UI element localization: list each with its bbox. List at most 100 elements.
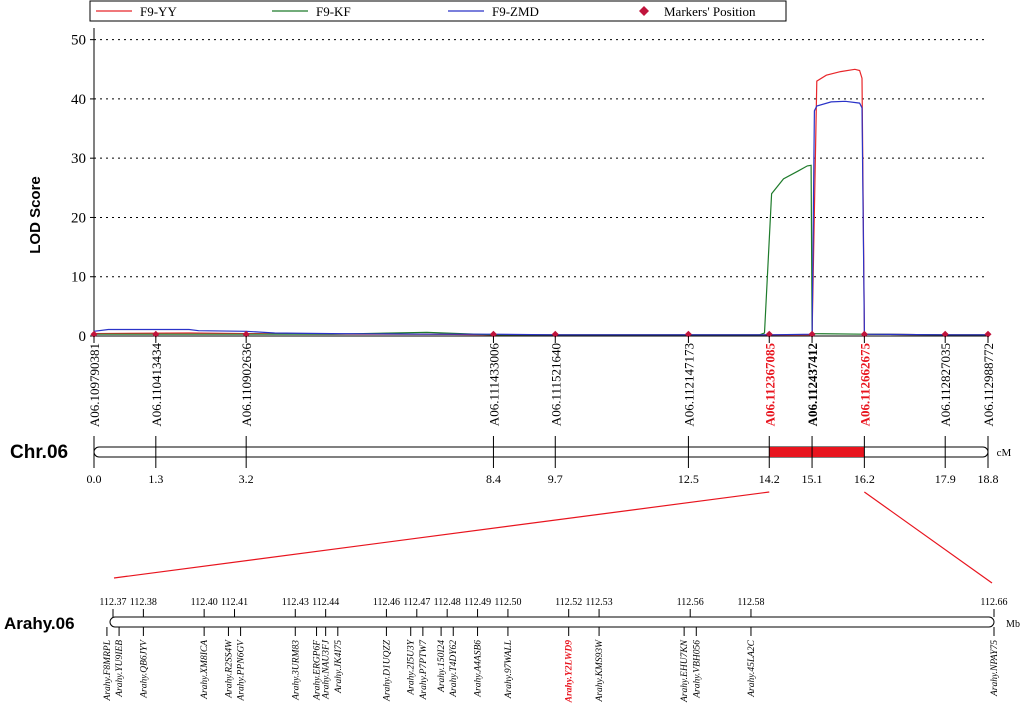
marker-diamond: [242, 330, 250, 338]
gene-label: Arahy.2I5U3Y: [407, 638, 417, 695]
genetic-map: A06.109790381 A06.110413434 A06.110902636 A…: [10, 343, 1012, 486]
chromosome-tick-label: 12.5: [678, 472, 699, 486]
marker-name: A06.111433006: [486, 343, 501, 427]
zoom-lines: [113, 491, 993, 584]
marker-name: A06.111521640: [548, 343, 563, 426]
mb-tick-label: 112.52: [555, 597, 582, 608]
gene-label: Arahy.JK4I75: [334, 640, 344, 694]
gene-label: Arahy.Y2LWD9: [565, 640, 575, 704]
marker-name: A06.112147173: [681, 343, 696, 427]
chromosome-name: Chr.06: [10, 442, 68, 463]
y-tick-label: 0: [79, 329, 87, 345]
gene-label: Arahy.VBH056: [692, 640, 702, 699]
mb-tick-label: 112.40: [191, 597, 218, 608]
y-tick-label: 30: [71, 151, 86, 167]
legend: F9-YY F9-KF F9-ZMD Markers' Position: [89, 0, 787, 22]
legend-box: [89, 0, 787, 22]
marker-name: A06.110902636: [239, 343, 254, 427]
legend-label-3: F9-ZMD: [492, 4, 539, 19]
mb-tick-label: 112.58: [737, 597, 764, 608]
marker-diamond: [860, 330, 868, 338]
zoom-line-left: [113, 491, 770, 579]
mb-tick-label: 112.37: [99, 597, 126, 608]
chromosome-tick-label: 18.8: [978, 472, 999, 486]
gene-label: Arahy.NPAY75: [990, 640, 1000, 697]
gene-label: Arahy.KMS93W: [595, 639, 605, 703]
gene-label: Arahy.150I24: [437, 640, 447, 693]
chromosome-tick-label: 14.2: [759, 472, 780, 486]
marker-diamond: [684, 330, 692, 338]
y-tick-label: 10: [71, 270, 86, 286]
lod-plot: 0 10 20 30 40 50 LOD Score: [27, 28, 992, 345]
chromosome-tick-label: 15.1: [802, 472, 823, 486]
series-line-1: [93, 68, 988, 336]
legend-label-4: Markers' Position: [664, 4, 756, 19]
legend-diamond-swatch: [639, 6, 649, 16]
gene-label: Arahy.NAU3FJ: [322, 639, 332, 700]
gene-label: Arahy.F8MRPL: [103, 640, 113, 701]
chromosome-tick-label: 3.2: [239, 472, 254, 486]
marker-name: A06.110413434: [149, 343, 164, 427]
gene-label: Arahy.YU9IEB: [115, 640, 125, 698]
gene-label: Arahy.45LA2C: [747, 639, 757, 697]
chromosome-tick-label: 1.3: [148, 472, 163, 486]
gene-label: Arahy.D1UQZZ: [382, 639, 392, 702]
gene-label: Arahy.T4DY62: [449, 640, 459, 698]
y-tick-label: 50: [71, 33, 86, 49]
mb-tick-label: 112.41: [221, 597, 248, 608]
gene-label: Arahy.A4ASB6: [474, 640, 484, 698]
chromosome-tick-label: 17.9: [935, 472, 956, 486]
marker-diamond: [765, 330, 773, 338]
gene-label: Arahy.PPN6GV: [237, 639, 247, 702]
gene-label: Arahy.97WALL: [504, 640, 514, 699]
marker-diamond: [984, 330, 992, 338]
marker-diamond: [489, 330, 497, 338]
chromosome-unit: cM: [997, 447, 1012, 459]
chromosome-tick-label: 9.7: [548, 472, 563, 486]
mb-tick-label: 112.49: [464, 597, 491, 608]
mb-tick-label: 112.48: [434, 597, 461, 608]
marker-name: A06.112827035: [938, 343, 953, 427]
mb-tick-label: 112.46: [373, 597, 400, 608]
legend-label-2: F9-KF: [316, 4, 351, 19]
series-line-2: [94, 164, 988, 336]
series-line-3: [93, 100, 988, 336]
marker-name: A06.112662675: [857, 343, 872, 427]
mb-tick-label: 112.66: [980, 597, 1007, 608]
marker-diamond: [808, 330, 816, 338]
gene-label: Arahy.QB6JYV: [139, 639, 149, 699]
physical-name: Arahy.06: [4, 614, 75, 633]
chromosome-tick-label: 8.4: [486, 472, 501, 486]
mb-tick-label: 112.53: [585, 597, 612, 608]
zoom-line-right: [864, 491, 993, 584]
chromosome-tick-label: 16.2: [854, 472, 875, 486]
marker-diamond: [551, 330, 559, 338]
gene-label: Arahy.XM8ICA: [200, 640, 210, 700]
mb-tick-label: 112.44: [312, 597, 339, 608]
qtl-interval: [769, 447, 865, 457]
gene-label: Arahy.3URM83: [291, 640, 301, 701]
marker-name: A06.112437412: [805, 343, 820, 426]
gene-label: Arahy.P7PTW7: [419, 639, 429, 701]
gene-label: Arahy.ERGP6F: [313, 640, 323, 701]
mb-tick-label: 112.43: [282, 597, 309, 608]
mb-tick-label: 112.50: [494, 597, 521, 608]
marker-name: A06.112988772: [981, 343, 996, 427]
legend-label-1: F9-YY: [140, 4, 177, 19]
marker-name: A06.109790381: [87, 343, 102, 427]
marker-diamond: [941, 330, 949, 338]
marker-diamond: [152, 330, 160, 338]
mb-tick-label: 112.38: [130, 597, 157, 608]
chromosome-tick-label: 0.0: [87, 472, 102, 486]
physical-unit: Mb: [1006, 619, 1020, 630]
y-tick-label: 20: [71, 210, 86, 226]
physical-map: Arahy.06 Mb 112.37 112.38 112.40 112.41 112.…: [4, 597, 1020, 703]
marker-name: A06.112367085: [762, 343, 777, 427]
mb-tick-label: 112.56: [677, 597, 704, 608]
marker-diamond: [90, 330, 98, 338]
gene-label: Arahy.EHU7KN: [680, 639, 690, 703]
physical-bar: [109, 616, 995, 628]
y-axis-label: LOD Score: [27, 176, 44, 254]
y-tick-label: 40: [71, 92, 86, 108]
